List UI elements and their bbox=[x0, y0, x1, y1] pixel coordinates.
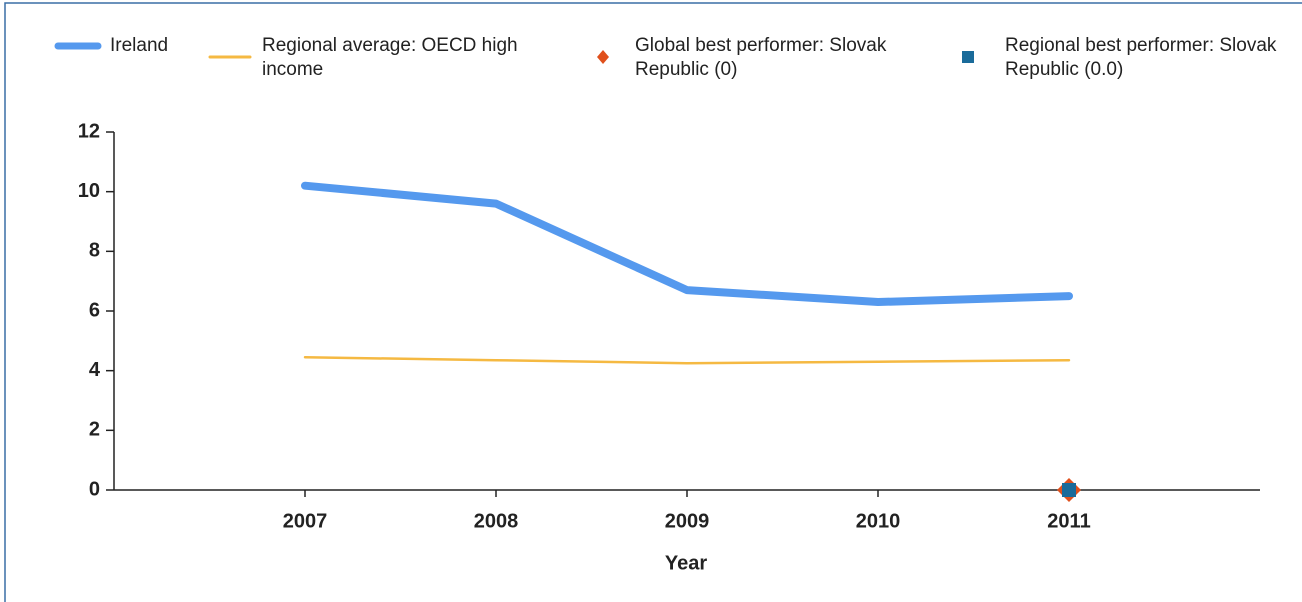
x-axis-title: Year bbox=[665, 552, 707, 574]
legend-label: Regional best performer: Slovak Republic… bbox=[1005, 35, 1277, 80]
y-tick-label: 12 bbox=[78, 120, 100, 142]
series-line bbox=[303, 355, 1071, 365]
marker-square bbox=[1062, 483, 1076, 497]
x-tick-label: 2008 bbox=[474, 510, 519, 532]
y-tick-label: 0 bbox=[89, 478, 100, 500]
y-tick-label: 8 bbox=[89, 240, 100, 262]
legend-swatch bbox=[962, 51, 974, 63]
frame bbox=[4, 2, 1302, 602]
y-tick-label: 2 bbox=[89, 419, 100, 441]
y-tick-label: 10 bbox=[78, 180, 100, 202]
legend-label: Global best performer: Slovak Republic (… bbox=[635, 35, 887, 80]
y-tick-label: 6 bbox=[89, 299, 100, 321]
x-tick-label: 2010 bbox=[856, 510, 901, 532]
y-tick-label: 4 bbox=[89, 359, 101, 381]
legend-label: Regional average: OECD high income bbox=[262, 35, 518, 80]
x-tick-label: 2007 bbox=[283, 510, 328, 532]
legend-label: Ireland bbox=[110, 35, 169, 56]
x-tick-label: 2009 bbox=[665, 510, 710, 532]
x-tick-label: 2011 bbox=[1047, 510, 1090, 532]
legend-swatch bbox=[597, 50, 609, 64]
series-line bbox=[301, 181, 1073, 307]
